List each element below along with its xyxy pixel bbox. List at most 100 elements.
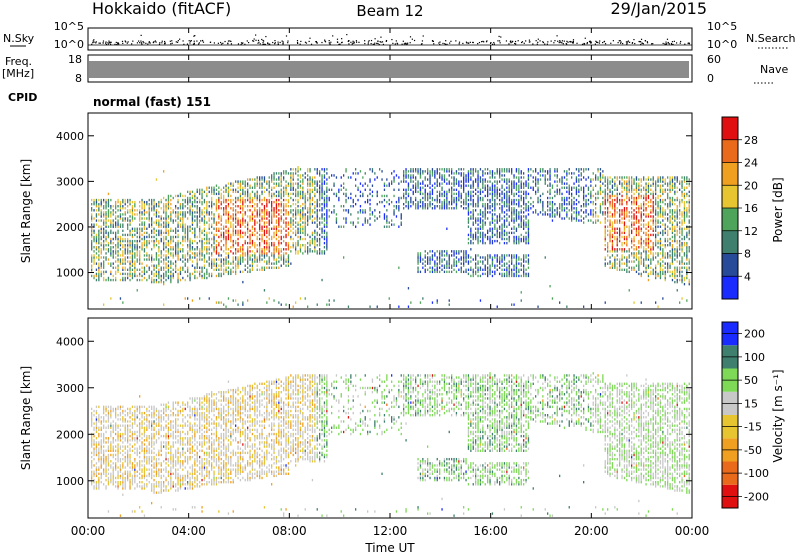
radar-echo: [247, 241, 249, 245]
radar-echo: [285, 211, 287, 214]
radar-echo: [201, 270, 203, 274]
radar-echo: [439, 262, 441, 265]
radar-echo: [417, 258, 419, 261]
radar-echo: [115, 276, 117, 280]
radar-echo: [508, 190, 510, 194]
radar-echo: [458, 198, 460, 202]
radar-echo: [95, 200, 98, 204]
radar-echo: [115, 243, 117, 247]
radar-echo: [117, 198, 119, 202]
radar-echo: [148, 235, 150, 239]
radar-echo: [131, 250, 134, 253]
radar-echo: [201, 252, 203, 255]
radar-echo: [122, 266, 124, 269]
radar-echo: [549, 192, 551, 196]
radar-echo: [537, 172, 539, 175]
radar-echo: [110, 239, 112, 243]
radar-echo: [482, 241, 484, 245]
radar-echo: [314, 250, 316, 253]
radar-echo: [326, 188, 328, 192]
radar-echo: [232, 229, 234, 233]
radar-echo: [513, 231, 515, 235]
radar-echo: [95, 274, 98, 278]
radar-echo: [527, 168, 530, 171]
radar-echo: [189, 274, 191, 278]
radar-echo: [211, 207, 213, 210]
sky-point: [253, 38, 255, 40]
radar-echo: [129, 252, 131, 255]
radar-echo: [290, 223, 292, 226]
radar-echo: [158, 239, 160, 243]
radar-echo: [453, 254, 455, 257]
radar-echo: [247, 266, 249, 269]
radar-echo: [165, 243, 167, 247]
radar-echo: [95, 233, 98, 237]
radar-echo: [515, 239, 518, 243]
radar-echo: [247, 192, 249, 196]
radar-echo: [261, 186, 263, 189]
radar-echo: [436, 178, 438, 181]
radar-echo: [170, 215, 172, 218]
radar-echo: [520, 190, 522, 194]
radar-echo: [206, 276, 208, 280]
radar-echo: [465, 260, 467, 263]
radar-echo: [170, 239, 172, 243]
radar-echo: [484, 272, 486, 276]
radar-echo: [256, 248, 258, 251]
radar-echo: [242, 231, 244, 235]
radar-echo: [520, 262, 522, 265]
radar-echo: [95, 213, 98, 216]
radar-echo: [254, 182, 256, 185]
radar-echo: [278, 217, 280, 220]
radar-echo: [412, 180, 414, 183]
radar-echo: [326, 178, 328, 181]
radar-echo: [215, 200, 218, 204]
radar-echo: [146, 264, 148, 267]
radar-echo: [280, 196, 282, 200]
radar-echo: [237, 182, 239, 185]
radar-echo: [117, 241, 119, 245]
radar-echo: [191, 215, 194, 218]
radar-echo: [501, 211, 503, 214]
radar-echo: [131, 217, 134, 220]
radar-echo: [235, 272, 237, 276]
radar-echo: [280, 211, 282, 214]
radar-echo: [518, 194, 520, 198]
radar-echo: [242, 215, 244, 218]
radar-echo: [208, 264, 210, 267]
sky-point: [209, 41, 212, 43]
radar-echo: [323, 237, 326, 241]
radar-echo: [131, 262, 134, 265]
radar-echo: [179, 192, 182, 196]
radar-echo: [244, 194, 246, 198]
radar-echo: [439, 174, 441, 177]
radar-echo: [201, 239, 203, 243]
radar-echo: [105, 211, 107, 214]
radar-echo: [146, 258, 148, 261]
radar-echo: [290, 246, 292, 249]
sky-point: [396, 43, 399, 45]
radar-echo: [434, 174, 436, 177]
radar-echo: [520, 194, 522, 198]
radar-echo: [511, 200, 513, 204]
radar-echo: [211, 243, 213, 247]
radar-echo: [199, 248, 201, 251]
radar-echo: [165, 215, 167, 218]
radar-echo: [139, 227, 141, 230]
radar-echo: [179, 213, 182, 216]
sky-point: [509, 41, 511, 43]
radar-echo: [499, 192, 501, 196]
radar-echo: [489, 227, 491, 230]
radar-echo: [465, 196, 467, 200]
radar-echo: [511, 180, 513, 183]
radar-echo: [153, 227, 155, 230]
sky-point: [560, 41, 562, 44]
radar-echo: [371, 211, 374, 214]
radar-echo: [263, 246, 266, 249]
radar-echo: [311, 221, 314, 224]
radar-echo: [299, 235, 302, 239]
radar-echo: [103, 219, 105, 222]
radar-echo: [131, 219, 134, 222]
radar-echo: [141, 217, 143, 220]
radar-echo: [479, 178, 482, 181]
